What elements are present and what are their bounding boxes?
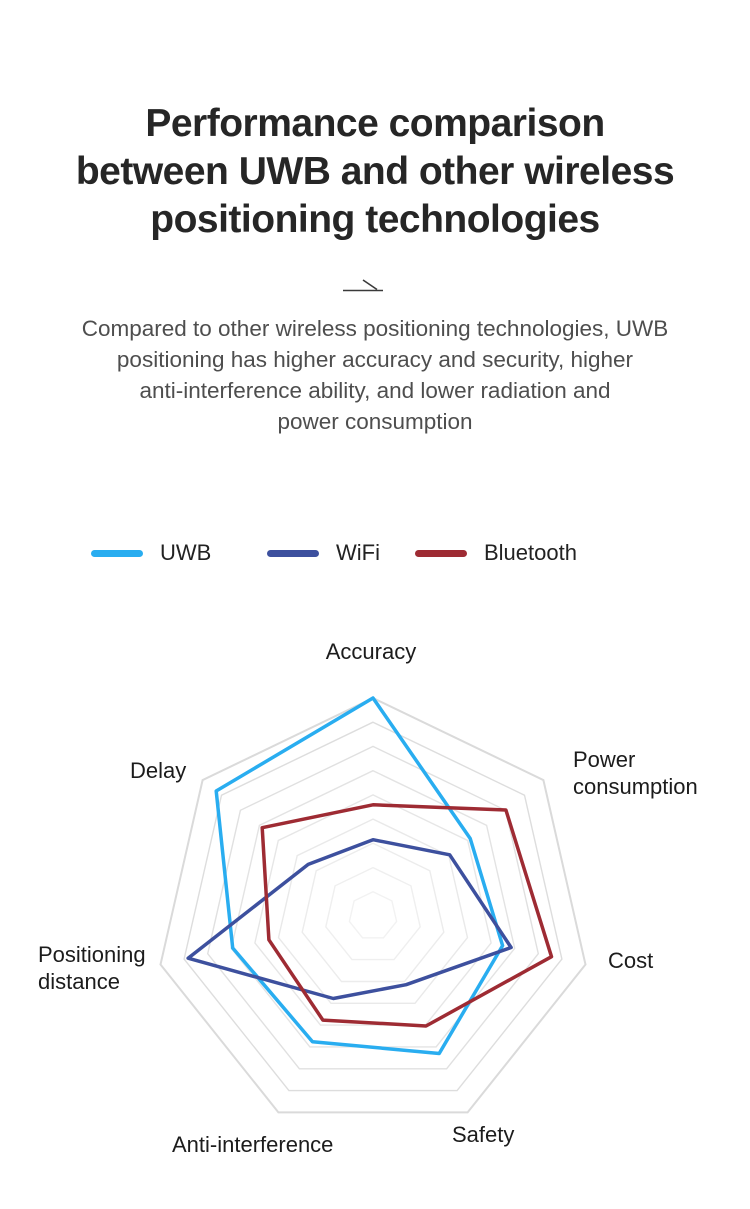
title-line-1: Performance comparison bbox=[145, 102, 605, 145]
description: Compared to other wireless positioning t… bbox=[0, 313, 750, 437]
legend-swatch-wifi bbox=[267, 549, 319, 557]
legend-item-wifi: WiFi bbox=[267, 536, 380, 570]
grid-ring bbox=[230, 769, 516, 1048]
axis-label-power-consumption: Power consumption bbox=[573, 747, 698, 799]
grid-ring bbox=[206, 745, 540, 1070]
axis-label-anti-interference: Anti-interference bbox=[172, 1132, 334, 1157]
axis-label-cost: Cost bbox=[608, 948, 654, 973]
axis-label-safety: Safety bbox=[452, 1122, 515, 1147]
grid-ring bbox=[348, 891, 398, 939]
grid-ring bbox=[301, 842, 445, 983]
legend-label-wifi: WiFi bbox=[336, 540, 380, 565]
legend-item-uwb: UWB bbox=[91, 536, 211, 570]
arrow-divider-icon bbox=[343, 279, 383, 292]
axis-label-positioning-distance: Positioning distance bbox=[38, 942, 146, 994]
grid-ring bbox=[183, 721, 563, 1092]
axis-label-accuracy: Accuracy bbox=[325, 639, 417, 664]
page-title: Performance comparison between UWB and o… bbox=[0, 100, 750, 244]
title-line-3: positioning technologies bbox=[150, 198, 600, 241]
radar-chart: Accuracy Power consumption Cost Safety A… bbox=[0, 600, 750, 1209]
legend-item-bluetooth: Bluetooth bbox=[415, 536, 577, 570]
description-line: positioning has higher accuracy and secu… bbox=[116, 347, 634, 372]
radar-plot-area bbox=[159, 696, 587, 1114]
series-bluetooth bbox=[260, 803, 554, 1028]
legend-swatch-uwb bbox=[91, 549, 143, 557]
grid-ring bbox=[159, 696, 587, 1114]
description-line: power consumption bbox=[277, 409, 473, 434]
grid-ring bbox=[325, 866, 421, 961]
grid-ring bbox=[277, 818, 469, 1004]
title-line-2: between UWB and other wireless bbox=[75, 150, 675, 193]
axis-label-delay: Delay bbox=[130, 758, 187, 783]
legend: UWB WiFi Bluetooth bbox=[0, 536, 750, 570]
legend-label-bluetooth: Bluetooth bbox=[484, 540, 577, 565]
series-uwb bbox=[214, 696, 505, 1056]
legend-label-uwb: UWB bbox=[160, 540, 212, 565]
legend-swatch-bluetooth bbox=[415, 549, 467, 557]
series-wifi bbox=[186, 837, 513, 1001]
description-line: Compared to other wireless positioning t… bbox=[81, 316, 669, 341]
description-line: anti-interference ability, and lower rad… bbox=[139, 378, 611, 403]
grid-ring bbox=[254, 794, 492, 1026]
